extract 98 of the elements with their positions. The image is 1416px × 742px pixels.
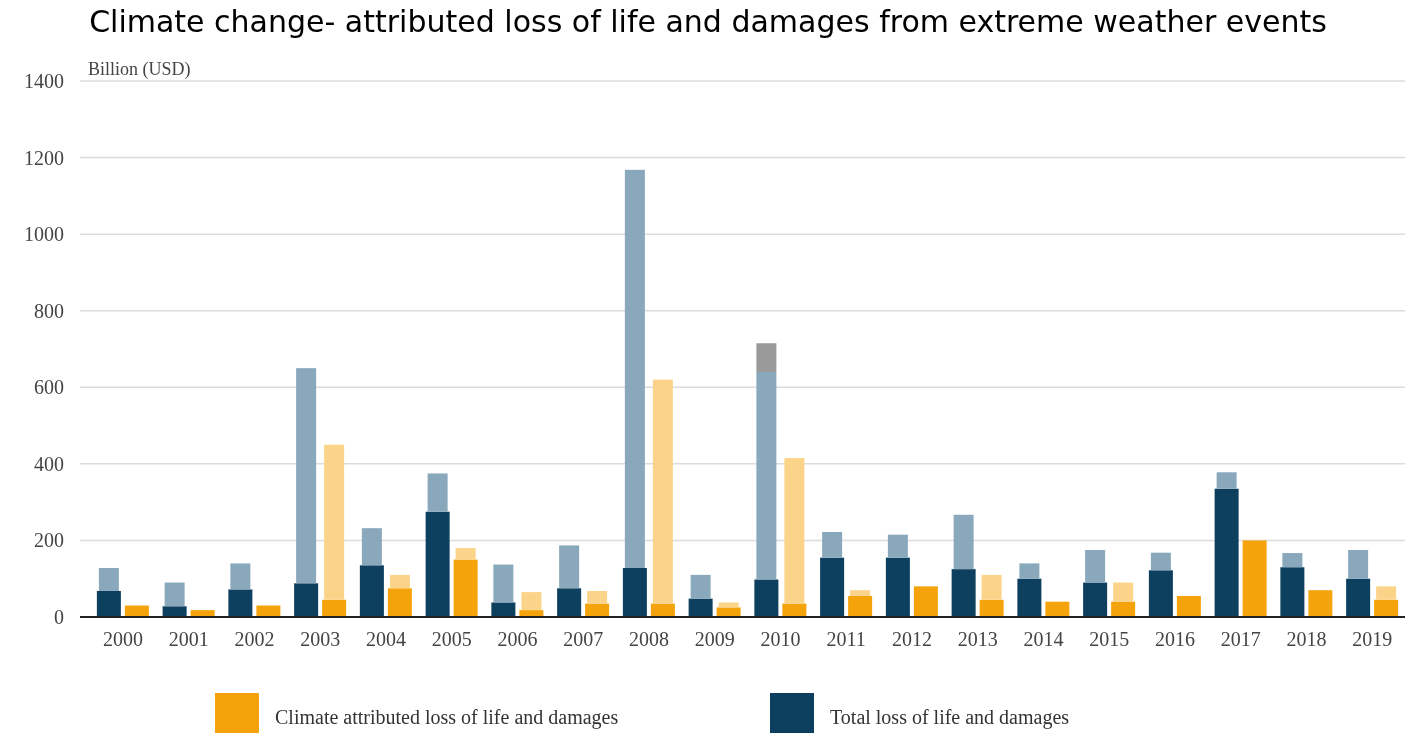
x-tick-label: 2012	[891, 628, 932, 650]
bar	[427, 473, 448, 512]
bar	[1083, 582, 1108, 617]
x-tick-label: 2002	[234, 628, 275, 650]
bar	[521, 592, 542, 611]
bar	[688, 598, 713, 617]
bar	[361, 528, 382, 566]
bar	[1045, 601, 1070, 617]
bar	[1242, 540, 1267, 617]
bar	[784, 458, 805, 604]
bar	[324, 444, 345, 600]
bar	[1017, 578, 1042, 617]
x-tick-label: 2016	[1154, 628, 1195, 650]
bar	[294, 583, 319, 617]
x-tick-label: 2001	[168, 628, 209, 650]
bar	[296, 368, 317, 584]
bar	[98, 567, 119, 591]
y-tick-label: 400	[34, 452, 64, 475]
x-tick-label: 2006	[497, 628, 538, 650]
bar	[387, 588, 412, 617]
bar	[1348, 550, 1369, 579]
bar	[754, 579, 779, 617]
y-tick-label: 200	[34, 529, 64, 552]
y-tick-label: 600	[34, 376, 64, 399]
bar	[885, 557, 910, 617]
bar	[164, 582, 185, 607]
x-tick-label: 2011	[826, 628, 866, 650]
bar	[822, 532, 843, 558]
bar	[1214, 488, 1239, 617]
x-tick-label: 2013	[957, 628, 998, 650]
y-tick-label: 1200	[24, 146, 64, 169]
bar	[162, 606, 187, 617]
bar	[389, 574, 410, 589]
bar	[1216, 472, 1237, 489]
bar	[756, 371, 777, 580]
bar	[1019, 563, 1040, 579]
x-tick-label: 2018	[1286, 628, 1327, 650]
bar	[718, 602, 739, 608]
x-tick-label: 2003	[300, 628, 341, 650]
legend-label: Total loss of life and damages	[830, 706, 1070, 729]
bar	[1280, 567, 1305, 617]
bar	[622, 567, 647, 617]
x-tick-label: 2010	[760, 628, 801, 650]
x-tick-label: 2014	[1023, 628, 1064, 650]
x-tick-label: 2004	[365, 628, 406, 650]
y-tick-label: 0	[54, 606, 64, 628]
bar	[1111, 601, 1136, 617]
bar	[230, 563, 251, 590]
x-tick-label: 2019	[1352, 628, 1393, 650]
bar	[981, 574, 1002, 600]
x-tick-label: 2008	[628, 628, 669, 650]
bar	[1346, 578, 1371, 617]
bar	[455, 548, 476, 560]
bar	[587, 590, 608, 604]
bar	[1308, 590, 1333, 617]
bar	[624, 169, 645, 568]
bar	[557, 588, 582, 617]
bar	[979, 599, 1004, 617]
bar	[493, 564, 514, 603]
bar	[1085, 550, 1106, 583]
bar	[491, 602, 516, 617]
bar	[559, 545, 580, 589]
x-tick-label: 2005	[431, 628, 472, 650]
bar	[1176, 595, 1201, 617]
x-tick-label: 2007	[563, 628, 604, 650]
bar	[848, 595, 873, 617]
x-tick-label: 2000	[102, 628, 143, 650]
bar	[1282, 553, 1303, 568]
bar	[425, 511, 450, 617]
x-tick-label: 2009	[694, 628, 735, 650]
bar	[913, 586, 938, 617]
bar	[716, 607, 741, 617]
bar	[1148, 570, 1173, 617]
bar	[359, 565, 384, 617]
y-tick-label: 1400	[24, 70, 64, 92]
y-tick-label: 800	[34, 299, 64, 322]
bar	[322, 599, 347, 617]
chart-title: Climate change- attributed loss of life and damages from extreme weather events	[89, 4, 1327, 39]
x-tick-label: 2015	[1089, 628, 1130, 650]
bar	[756, 343, 777, 372]
bar	[1374, 599, 1399, 617]
bar	[96, 590, 121, 617]
legend-label: Climate attributed loss of life and damages	[275, 706, 619, 729]
bar	[228, 589, 253, 617]
x-tick-label: 2017	[1220, 628, 1261, 650]
bar	[690, 574, 711, 599]
bar	[1150, 552, 1171, 571]
bar	[850, 590, 871, 596]
bar	[951, 569, 976, 617]
bar	[453, 559, 478, 617]
bar	[652, 379, 673, 604]
bar	[1113, 582, 1134, 602]
bar	[953, 514, 974, 570]
bar	[820, 557, 845, 617]
bar	[1376, 586, 1397, 600]
y-tick-label: 1000	[24, 223, 64, 246]
bar	[887, 534, 908, 558]
y-axis-title: Billion (USD)	[88, 59, 191, 80]
